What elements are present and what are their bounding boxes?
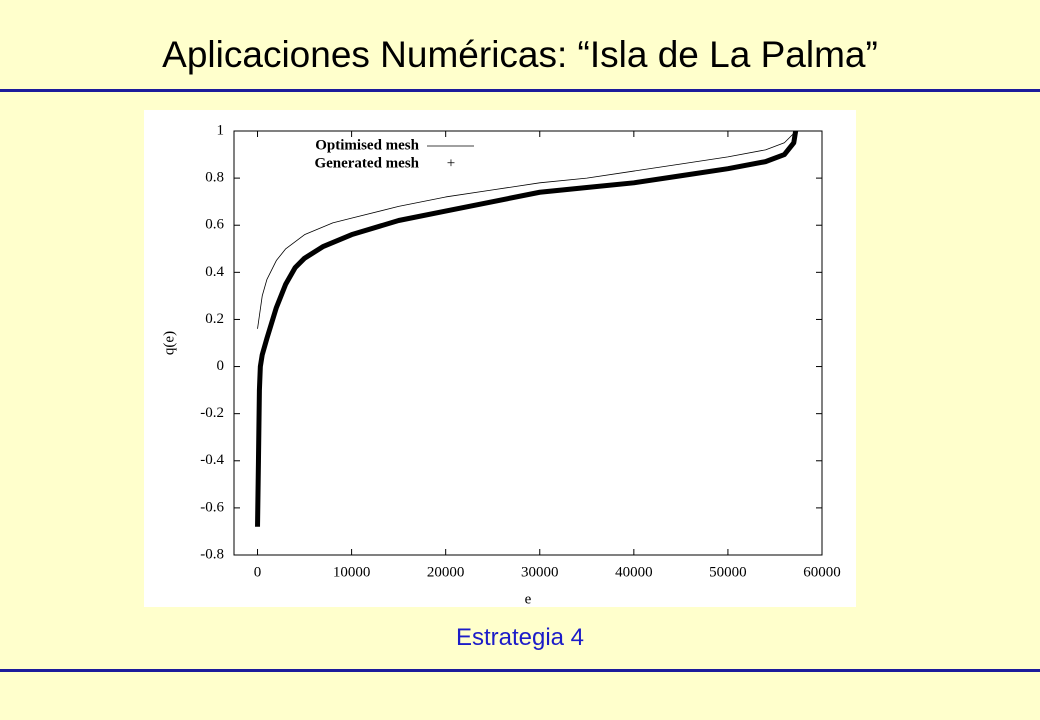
caption: Estrategia 4 [455, 624, 585, 651]
point-series [255, 130, 799, 527]
x-axis-label: e [525, 591, 532, 607]
x-tick-label: 60000 [803, 564, 841, 580]
x-tick-label: 10000 [333, 564, 371, 580]
x-tick-label: 40000 [615, 564, 653, 580]
y-tick-label: 0.6 [205, 217, 224, 233]
y-axis-label: q(e) [161, 331, 177, 355]
y-tick-label: -0.4 [200, 452, 224, 468]
y-tick-label: -0.8 [200, 546, 224, 562]
slide-title: Aplicaciones Numéricas: “Isla de La Palm… [162, 34, 878, 75]
y-tick-label: -0.2 [200, 405, 224, 421]
legend-marker: + [447, 155, 455, 171]
y-tick-label: 0 [217, 358, 225, 374]
x-tick-label: 50000 [709, 564, 747, 580]
y-tick-label: 0.2 [205, 311, 224, 327]
y-tick-label: 0.4 [205, 264, 224, 280]
y-tick-label: 1 [217, 122, 225, 138]
chart: -0.8 -0.6 -0.4 -0.2 0 0.2 0.4 0.6 0.8 1 0 10000 2000… [144, 110, 856, 607]
legend-label: Generated mesh [314, 155, 419, 171]
line-series [257, 130, 796, 329]
y-tick-label: -0.6 [200, 499, 224, 515]
x-tick-label: 0 [254, 564, 262, 580]
x-tick-label: 20000 [427, 564, 465, 580]
legend-label: Optimised mesh [315, 137, 419, 153]
y-tick-label: 0.8 [205, 170, 224, 186]
rule [0, 89, 1040, 92]
x-tick-label: 30000 [521, 564, 559, 580]
plot-frame [233, 130, 823, 556]
rule [0, 669, 1040, 672]
